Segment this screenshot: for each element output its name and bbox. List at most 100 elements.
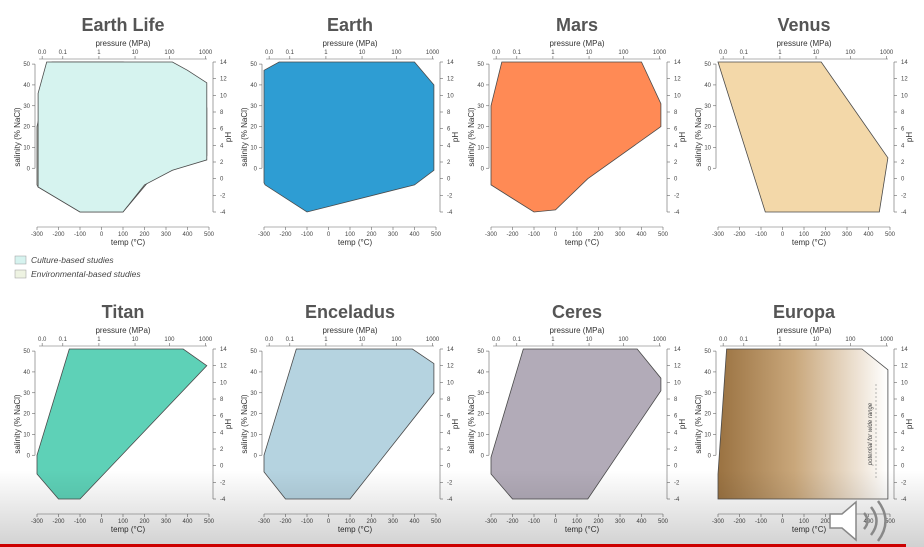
habitable-region bbox=[717, 61, 889, 213]
salinity-tick-label: 30 bbox=[477, 104, 484, 110]
ph-tick-label: -4 bbox=[447, 210, 453, 216]
ph-tick-label: 10 bbox=[674, 93, 681, 99]
ph-tick-label: 2 bbox=[447, 160, 451, 166]
salinity-tick-label: 0 bbox=[254, 453, 258, 459]
pressure-tick-label: 1 bbox=[97, 50, 101, 56]
temp-axis-label: temp (°C) bbox=[111, 238, 146, 247]
ph-axis-label: pH bbox=[678, 132, 687, 142]
pressure-tick-label: 0.0 bbox=[719, 337, 728, 343]
salinity-tick-label: 0 bbox=[708, 166, 712, 172]
panel-title: Mars bbox=[556, 15, 598, 35]
temp-tick-label: 300 bbox=[615, 232, 626, 238]
pressure-axis-label: pressure (MPa) bbox=[776, 39, 831, 48]
salinity-tick-label: 50 bbox=[23, 349, 30, 355]
salinity-axis-label: salinity (% NaCl) bbox=[467, 107, 476, 166]
ph-tick-label: 6 bbox=[447, 414, 451, 420]
salinity-tick-label: 40 bbox=[250, 370, 257, 376]
pressure-tick-label: 0.0 bbox=[719, 50, 728, 56]
pressure-tick-label: 1 bbox=[551, 337, 555, 343]
pressure-tick-label: 0.1 bbox=[286, 337, 295, 343]
temp-tick-label: -300 bbox=[258, 232, 271, 238]
habitable-region bbox=[37, 61, 208, 213]
ph-tick-label: -2 bbox=[220, 480, 226, 486]
pressure-tick-label: 10 bbox=[586, 337, 593, 343]
ph-tick-label: 10 bbox=[220, 93, 227, 99]
ph-tick-label: 14 bbox=[447, 60, 454, 66]
pressure-tick-label: 1 bbox=[97, 337, 101, 343]
ph-axis-label: pH bbox=[224, 132, 233, 142]
ph-tick-label: 0 bbox=[674, 177, 678, 183]
ph-tick-label: 0 bbox=[901, 177, 905, 183]
ph-tick-label: 14 bbox=[447, 347, 454, 353]
pressure-tick-label: 0.1 bbox=[286, 50, 295, 56]
pressure-tick-label: 10 bbox=[586, 50, 593, 56]
legend-swatch-culture bbox=[14, 255, 27, 265]
video-progress-bar[interactable] bbox=[0, 544, 906, 547]
panel-title: Venus bbox=[777, 15, 830, 35]
temp-tick-label: -100 bbox=[301, 232, 314, 238]
pressure-tick-label: 100 bbox=[845, 337, 856, 343]
pressure-axis-label: pressure (MPa) bbox=[776, 326, 831, 335]
ph-tick-label: 2 bbox=[220, 160, 224, 166]
panel-title: Earth Life bbox=[81, 15, 164, 35]
pressure-tick-label: 0.1 bbox=[513, 337, 522, 343]
salinity-tick-label: 10 bbox=[23, 432, 30, 438]
temp-tick-label: 300 bbox=[842, 232, 853, 238]
ph-tick-label: 10 bbox=[674, 380, 681, 386]
pressure-tick-label: 1000 bbox=[199, 337, 213, 343]
pressure-tick-label: 0.1 bbox=[513, 50, 522, 56]
ph-tick-label: 14 bbox=[674, 347, 681, 353]
pressure-tick-label: 1000 bbox=[426, 50, 440, 56]
salinity-tick-label: 10 bbox=[477, 432, 484, 438]
pressure-axis-label: pressure (MPa) bbox=[549, 39, 604, 48]
panel-title: Ceres bbox=[552, 302, 602, 322]
salinity-tick-label: 0 bbox=[708, 453, 712, 459]
ph-tick-label: 4 bbox=[220, 143, 224, 149]
salinity-tick-label: 0 bbox=[481, 453, 485, 459]
temp-tick-label: 100 bbox=[118, 519, 129, 525]
salinity-tick-label: 0 bbox=[481, 166, 485, 172]
volume-icon[interactable] bbox=[826, 498, 896, 544]
temp-tick-label: -100 bbox=[755, 232, 768, 238]
ph-tick-label: 10 bbox=[220, 380, 227, 386]
temp-tick-label: 400 bbox=[636, 519, 647, 525]
temp-tick-label: 0 bbox=[554, 519, 558, 525]
salinity-tick-label: 50 bbox=[250, 62, 257, 68]
ph-tick-label: -4 bbox=[220, 497, 226, 503]
temp-axis-label: temp (°C) bbox=[792, 238, 827, 247]
temp-tick-label: 100 bbox=[345, 232, 356, 238]
legend-label-culture: Culture-based studies bbox=[31, 255, 114, 265]
ph-tick-label: 0 bbox=[220, 464, 224, 470]
pressure-tick-label: 0.0 bbox=[265, 50, 274, 56]
ph-tick-label: 0 bbox=[674, 464, 678, 470]
salinity-tick-label: 30 bbox=[477, 391, 484, 397]
ph-tick-label: 4 bbox=[674, 430, 678, 436]
temp-tick-label: 500 bbox=[431, 232, 442, 238]
pressure-tick-label: 1000 bbox=[880, 50, 894, 56]
temp-tick-label: 400 bbox=[182, 232, 193, 238]
ph-tick-label: 12 bbox=[901, 77, 908, 83]
salinity-tick-label: 40 bbox=[477, 370, 484, 376]
pressure-tick-label: 100 bbox=[164, 337, 175, 343]
pressure-tick-label: 1000 bbox=[426, 337, 440, 343]
pressure-axis-label: pressure (MPa) bbox=[549, 326, 604, 335]
temp-tick-label: -100 bbox=[74, 232, 87, 238]
ph-tick-label: -4 bbox=[674, 497, 680, 503]
temp-tick-label: 0 bbox=[327, 519, 331, 525]
ph-axis-label: pH bbox=[451, 132, 460, 142]
ph-tick-label: 0 bbox=[220, 177, 224, 183]
salinity-tick-label: 50 bbox=[477, 349, 484, 355]
pressure-tick-label: 0.1 bbox=[59, 337, 68, 343]
temp-tick-label: 0 bbox=[327, 232, 331, 238]
pressure-tick-label: 10 bbox=[359, 337, 366, 343]
temp-tick-label: -300 bbox=[712, 232, 725, 238]
ph-tick-label: 6 bbox=[901, 127, 905, 133]
salinity-tick-label: 20 bbox=[477, 125, 484, 131]
pressure-tick-label: 10 bbox=[132, 337, 139, 343]
salinity-tick-label: 20 bbox=[250, 125, 257, 131]
salinity-tick-label: 30 bbox=[23, 104, 30, 110]
salinity-axis-label: salinity (% NaCl) bbox=[694, 394, 703, 453]
